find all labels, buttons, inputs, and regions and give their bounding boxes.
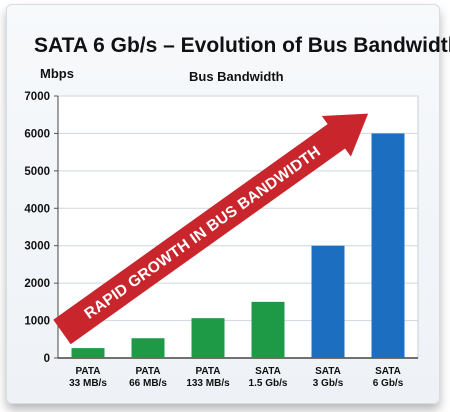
bar [311,245,345,358]
x-tick-label: PATA [76,366,101,377]
y-tick-label: 4000 [24,203,50,215]
x-tick-label: 66 MB/s [129,378,167,389]
chart-title: SATA 6 Gb/s – Evolution of Bus Bandwidth [34,34,450,57]
x-tick-label: 133 MB/s [186,378,230,389]
plot-area [57,95,419,359]
y-tick-label: 5000 [24,166,50,178]
x-tick-label: SATA [375,366,401,377]
y-axis-unit-label: Mbps [40,66,74,81]
y-tick-label: 2000 [24,278,50,290]
bar [71,348,105,358]
bar [191,318,225,358]
x-tick-label: PATA [196,366,221,377]
series-label: Bus Bandwidth [189,69,284,84]
arrow-shape [53,113,369,345]
y-tick-label: 6000 [24,128,50,140]
x-tick-label: SATA [255,366,281,377]
x-tick-label: 6 Gb/s [373,378,404,389]
x-tick-label: 3 Gb/s [313,378,344,389]
x-tick-label: 1.5 Gb/s [249,378,288,389]
y-tick-label: 1000 [24,316,50,328]
bar [251,301,285,358]
x-tick-label: SATA [315,366,341,377]
x-tick-label: 33 MB/s [69,378,107,389]
y-tick-label: 0 [44,353,50,365]
bar [131,338,165,358]
y-tick-label: 7000 [24,91,50,103]
bar [371,133,405,358]
y-tick-label: 3000 [24,241,50,253]
x-tick-label: PATA [136,366,161,377]
